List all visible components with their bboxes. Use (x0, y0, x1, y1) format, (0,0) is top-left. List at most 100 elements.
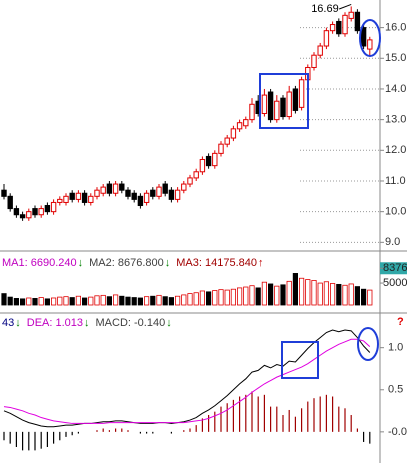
volume-bar (119, 295, 125, 306)
volume-bar (125, 296, 131, 306)
volume-bar (162, 296, 168, 306)
volume-bar (205, 291, 212, 306)
volume-bar (174, 295, 181, 306)
volume-bar (38, 297, 44, 306)
candle-body (224, 137, 230, 145)
candle-body (329, 24, 336, 32)
volume-bar (75, 295, 81, 306)
legend-label: MA2: 8676.800 (89, 257, 164, 269)
candle-body (19, 214, 26, 219)
candle-body (137, 195, 144, 207)
candle-body (205, 155, 212, 167)
candle-body (311, 54, 317, 68)
candle-body (360, 27, 367, 47)
volume-bar (199, 290, 205, 306)
legend-arrow: ↓ (165, 257, 171, 269)
volume-bar (19, 298, 26, 306)
volume-bar (193, 292, 199, 306)
help-icon[interactable]: ? (397, 316, 404, 328)
volume-bar (286, 280, 292, 306)
y-tick-label: 12.0 (385, 144, 406, 156)
volume-bar (311, 280, 317, 306)
legend-arrow: ↓ (15, 317, 21, 329)
candle-body (236, 122, 243, 130)
y-tick-label: -0.0 (388, 426, 407, 438)
candle-body (156, 186, 162, 197)
candle-body (119, 183, 125, 191)
volume-bar (230, 288, 236, 306)
candle-body (274, 100, 280, 121)
legend-arrow: ↓ (84, 317, 90, 329)
candle-body (7, 195, 13, 210)
candle-body (63, 195, 69, 203)
legend-label: MACD: -0.140 (96, 317, 166, 329)
candle-body (131, 192, 137, 200)
candle-body (243, 119, 249, 127)
macd-line (3, 338, 371, 424)
volume-bar (32, 298, 38, 306)
candle-body (44, 205, 51, 213)
highlight-box (281, 341, 319, 379)
volume-bar (82, 297, 88, 306)
y-tick-label: 1.0 (388, 342, 403, 354)
candle-body (38, 208, 44, 216)
volume-bar (298, 277, 305, 306)
highlight-box (259, 73, 309, 129)
candle-body (168, 189, 175, 200)
volume-bar (143, 296, 150, 306)
candle-body (286, 91, 292, 118)
candle-body (323, 30, 330, 47)
volume-bar (137, 297, 143, 306)
volume-bar (156, 294, 162, 306)
volume-bar (348, 283, 354, 306)
candle-body (292, 88, 299, 111)
macd-line (3, 329, 371, 428)
y-tick-label: 16.0 (385, 22, 406, 34)
volume-bar (255, 287, 261, 306)
tick-badge (380, 262, 407, 275)
legend-label: MA1: 6690.240 (2, 257, 77, 269)
candle-body (125, 189, 131, 197)
candle-body (112, 183, 119, 194)
candle-body (26, 211, 32, 219)
candle-body (261, 94, 268, 114)
volume-bar (7, 296, 13, 306)
volume-bar (44, 298, 51, 306)
volume-bar (261, 281, 268, 306)
candle-body (342, 14, 348, 35)
candle-body (218, 143, 224, 154)
plot-layer: 16.0 15.0 14.0 13.0 12.0 11.0 10.0 9.0 16.69 8376… (1, 3, 407, 451)
candle-body (50, 201, 57, 213)
candle-body (212, 152, 218, 167)
candle-body (280, 97, 286, 118)
volume-bar (236, 287, 243, 306)
candle-body (317, 45, 323, 56)
volume-bar (150, 295, 156, 306)
candle-body (150, 189, 156, 197)
volume-bar (367, 289, 373, 306)
candle-body (354, 11, 361, 32)
highlight-ellipse (359, 19, 381, 57)
volume-bar (168, 297, 174, 306)
y-tick-label: 5000 (383, 277, 407, 289)
volume-bar (249, 285, 255, 306)
y-tick-label: 10.0 (385, 206, 406, 218)
volume-bar (94, 295, 100, 306)
candle-body (181, 183, 187, 191)
volume-bar (113, 294, 119, 306)
candle-body (230, 128, 237, 139)
volume-bar (329, 283, 336, 306)
candle-body (88, 195, 94, 203)
legend-arrow: ↓ (78, 257, 84, 269)
volume-bar (224, 289, 230, 306)
volume-bar (63, 296, 69, 306)
volume-bar (57, 296, 63, 306)
candle-body (106, 183, 113, 194)
candle-body (336, 20, 342, 35)
legend-label: 43 (2, 317, 14, 329)
volume-bar (1, 293, 7, 306)
legend-label: MA3: 14175.840 (176, 257, 257, 269)
volume-bar (305, 279, 311, 306)
candle-body (143, 192, 150, 203)
